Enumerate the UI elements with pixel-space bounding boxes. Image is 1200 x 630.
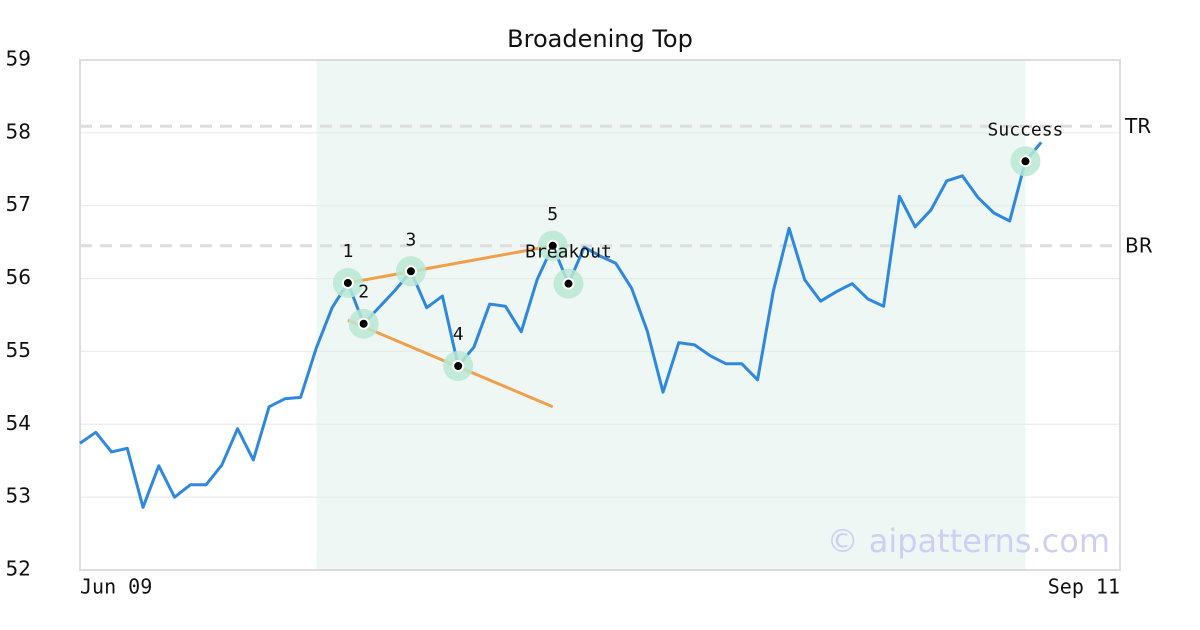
y-tick-label: 55 <box>6 338 31 362</box>
y-tick-label: 53 <box>6 484 31 508</box>
plot-frame <box>79 59 1121 571</box>
pivot-dot <box>357 317 370 330</box>
x-tick-label: Sep 11 <box>1048 575 1120 599</box>
pivot-dot <box>562 277 575 290</box>
pivot-label: 2 <box>358 282 369 303</box>
reference-label: TR <box>1124 114 1151 138</box>
y-tick-label: 56 <box>6 265 31 289</box>
pivot-label: 3 <box>405 229 416 250</box>
price-line <box>79 141 1043 509</box>
pattern-region <box>316 60 1026 570</box>
pivot-dot <box>1019 155 1032 168</box>
pivot-label: 1 <box>342 241 353 262</box>
y-tick-label: 54 <box>6 411 31 435</box>
reference-label: BR <box>1125 233 1153 257</box>
pivot-label: 4 <box>453 324 464 345</box>
y-tick-label: 57 <box>6 192 31 216</box>
pivot-label: Breakout <box>525 242 612 263</box>
pivot-dot <box>404 265 417 278</box>
watermark: © aipatterns.com <box>827 522 1110 560</box>
y-tick-label: 59 <box>6 47 31 71</box>
chart-title: Broadening Top <box>507 25 693 53</box>
y-tick-label: 52 <box>6 557 31 581</box>
pivot-dot <box>546 239 559 252</box>
y-tick-label: 58 <box>6 119 31 143</box>
x-tick-label: Jun 09 <box>80 575 152 599</box>
pivot-label: Success <box>988 119 1064 140</box>
pivot-dot <box>452 360 465 372</box>
trendline <box>347 244 553 285</box>
pivot-dot <box>341 276 354 289</box>
pivot-label: 5 <box>547 204 558 225</box>
